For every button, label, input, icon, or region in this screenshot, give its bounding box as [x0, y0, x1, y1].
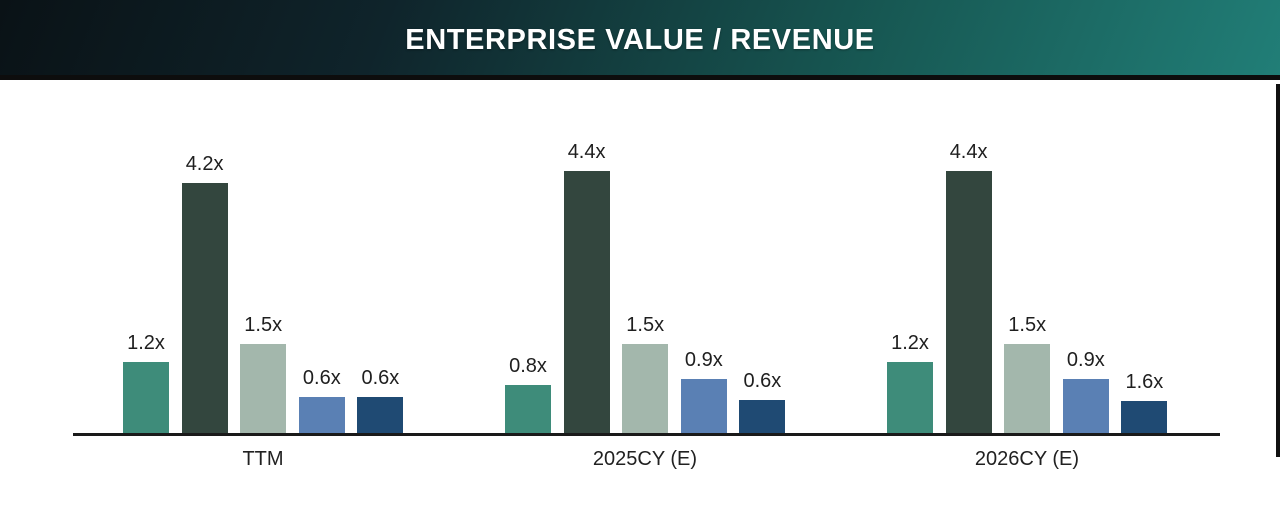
bar-value-label: 4.2x — [185, 153, 224, 175]
chart-header: ENTERPRISE VALUE / REVENUE — [0, 0, 1280, 80]
bar-bar-1-teal-2025cy-e- — [505, 385, 551, 433]
bar-value-label: 0.6x — [743, 370, 782, 392]
bar-bar-5-navy-2025cy-e- — [739, 400, 786, 433]
bar-value-label: 1.6x — [1125, 371, 1164, 393]
category-label: TTM — [242, 448, 284, 470]
bar-bar-2-dark-green-2025cy-e- — [563, 171, 610, 433]
category-label: 2026CY (E) — [974, 448, 1080, 470]
bar-value-label: 4.4x — [949, 141, 988, 163]
chart-title: ENTERPRISE VALUE / REVENUE — [405, 24, 875, 56]
x-axis-line — [73, 433, 1220, 436]
bar-bar-4-steel-blue-ttm — [298, 397, 345, 433]
bar-value-label: 1.2x — [891, 332, 929, 354]
bar-bar-1-teal-2026cy-e- — [887, 362, 933, 433]
bar-bar-3-sage-ttm — [240, 344, 287, 433]
bar-bar-4-steel-blue-2025cy-e- — [680, 379, 727, 433]
bar-bar-2-dark-green-ttm — [181, 183, 228, 433]
bar-bar-4-steel-blue-2026cy-e- — [1062, 379, 1109, 433]
bar-value-label: 0.6x — [302, 367, 341, 389]
bar-bar-3-sage-2025cy-e- — [622, 344, 669, 433]
bar-value-label: 0.9x — [1066, 349, 1105, 371]
bar-bar-5-navy-ttm — [357, 397, 404, 433]
bar-value-label: 1.5x — [244, 314, 283, 336]
bar-value-label: 1.5x — [626, 314, 665, 336]
bar-plot: 1.2x 4.2x 1.5x 0.6x 0.6x TTM 0.8x 4.4x 1.5x 0.9x 0… — [0, 84, 1280, 512]
bar-value-label: 1.2x — [127, 332, 165, 354]
right-edge-border — [1276, 84, 1280, 457]
bar-value-label: 0.8x — [509, 355, 547, 377]
bar-bar-2-dark-green-2026cy-e- — [945, 171, 992, 433]
bar-bar-5-navy-2026cy-e- — [1121, 401, 1168, 433]
category-label: 2025CY (E) — [592, 448, 698, 470]
bar-value-label: 1.5x — [1008, 314, 1047, 336]
bar-value-label: 4.4x — [567, 141, 606, 163]
bar-value-label: 0.9x — [684, 349, 723, 371]
bar-bar-3-sage-2026cy-e- — [1004, 344, 1051, 433]
bar-bar-1-teal-ttm — [123, 362, 169, 433]
bar-value-label: 0.6x — [361, 367, 400, 389]
